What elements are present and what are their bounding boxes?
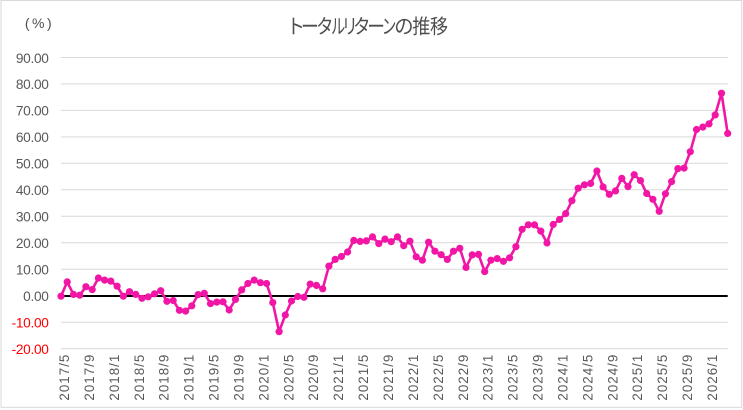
- svg-text:2020/9: 2020/9: [306, 354, 321, 401]
- svg-text:2017/9: 2017/9: [82, 354, 97, 401]
- svg-text:2026/1: 2026/1: [705, 354, 720, 401]
- svg-text:50.00: 50.00: [16, 157, 49, 172]
- svg-text:90.00: 90.00: [16, 51, 49, 66]
- svg-text:2025/9: 2025/9: [680, 354, 695, 401]
- svg-text:2018/9: 2018/9: [157, 354, 172, 401]
- svg-text:20.00: 20.00: [16, 236, 49, 251]
- svg-text:2023/5: 2023/5: [506, 354, 521, 401]
- svg-text:2021/9: 2021/9: [381, 354, 396, 401]
- svg-text:40.00: 40.00: [16, 183, 49, 198]
- svg-text:2025/5: 2025/5: [655, 354, 670, 401]
- svg-text:2023/1: 2023/1: [481, 354, 496, 401]
- svg-text:2021/5: 2021/5: [356, 354, 371, 401]
- svg-text:2025/1: 2025/1: [630, 354, 645, 401]
- svg-text:2022/5: 2022/5: [431, 354, 446, 401]
- svg-text:2022/1: 2022/1: [406, 354, 421, 401]
- svg-text:30.00: 30.00: [16, 210, 49, 225]
- svg-text:2017/5: 2017/5: [57, 354, 72, 401]
- svg-text:2019/5: 2019/5: [207, 354, 222, 401]
- svg-text:0.00: 0.00: [23, 289, 49, 304]
- svg-text:2018/5: 2018/5: [132, 354, 147, 401]
- svg-text:2019/9: 2019/9: [232, 354, 247, 401]
- svg-text:60.00: 60.00: [16, 130, 49, 145]
- svg-text:2020/1: 2020/1: [256, 354, 271, 401]
- svg-text:2023/9: 2023/9: [531, 354, 546, 401]
- svg-text:2020/5: 2020/5: [281, 354, 296, 401]
- svg-text:-20.00: -20.00: [12, 342, 50, 357]
- svg-text:2018/1: 2018/1: [107, 354, 122, 401]
- svg-text:2024/5: 2024/5: [580, 354, 595, 401]
- svg-text:2021/1: 2021/1: [331, 354, 346, 401]
- svg-text:-10.00: -10.00: [12, 316, 50, 331]
- svg-text:2019/1: 2019/1: [182, 354, 197, 401]
- svg-text:2022/9: 2022/9: [456, 354, 471, 401]
- svg-text:2024/9: 2024/9: [605, 354, 620, 401]
- svg-text:2024/1: 2024/1: [556, 354, 571, 401]
- svg-text:(%): (%): [25, 15, 54, 31]
- svg-text:80.00: 80.00: [16, 77, 49, 92]
- svg-text:70.00: 70.00: [16, 104, 49, 119]
- svg-text:10.00: 10.00: [16, 263, 49, 278]
